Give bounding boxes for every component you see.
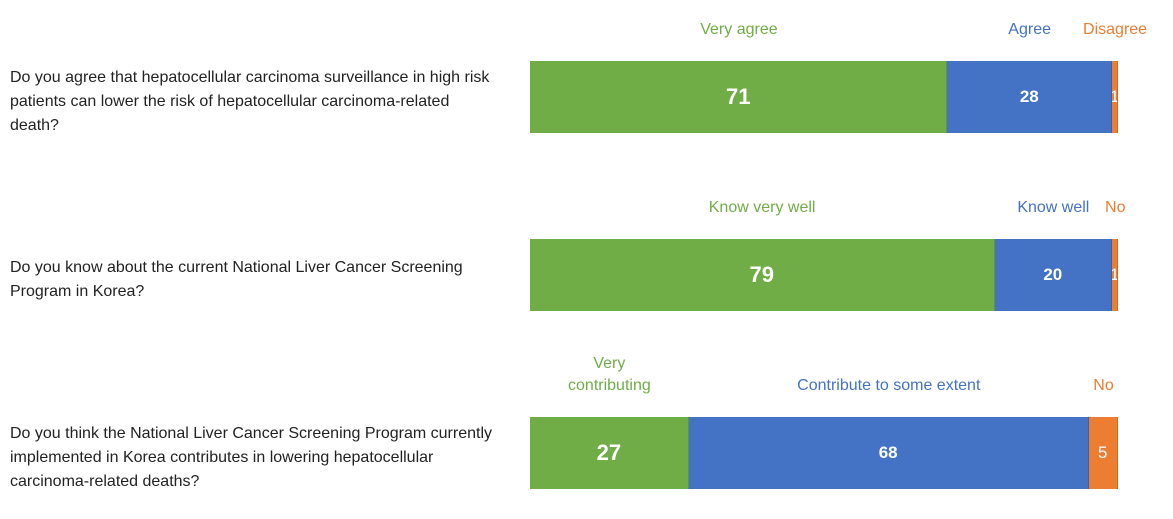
legend-label: Know well <box>1017 199 1090 216</box>
value-label: 20 <box>1043 265 1063 284</box>
bar-segment: 68 <box>688 417 1089 489</box>
value-label: 28 <box>1019 87 1039 106</box>
bar-segment: 1 <box>1112 61 1118 133</box>
legend-label: Contribute to some extent <box>797 377 981 394</box>
value-label: 1 <box>1112 265 1117 285</box>
legend-label: Agree <box>1008 21 1051 38</box>
question: Do you know about the current National L… <box>10 259 463 300</box>
question: Do you agree that hepatocellular carcino… <box>10 69 490 134</box>
bar-segment: 71 <box>530 61 948 133</box>
legend-label: No <box>1105 199 1126 216</box>
value-label: 5 <box>1098 443 1108 462</box>
value-label: 71 <box>725 84 751 109</box>
legend-label: Know very well <box>708 199 816 216</box>
legend-label: Very contributing <box>568 355 651 394</box>
value-label: 27 <box>596 440 622 465</box>
value-label: 79 <box>749 262 774 287</box>
legend-label: No <box>1093 377 1114 394</box>
bar-segment: 20 <box>994 239 1113 311</box>
bar-segment: 5 <box>1088 417 1118 489</box>
value-label: 68 <box>878 443 898 462</box>
bar-segment: 79 <box>530 239 995 311</box>
question: Do you think the National Liver Cancer S… <box>10 425 493 490</box>
bar-segment: 1 <box>1112 239 1118 311</box>
bar-segment: 27 <box>530 417 689 489</box>
legend-label: Disagree <box>1083 21 1148 38</box>
bar-segment: 28 <box>947 61 1113 133</box>
legend-label: Very agree <box>700 21 778 38</box>
value-label: 1 <box>1112 87 1117 107</box>
